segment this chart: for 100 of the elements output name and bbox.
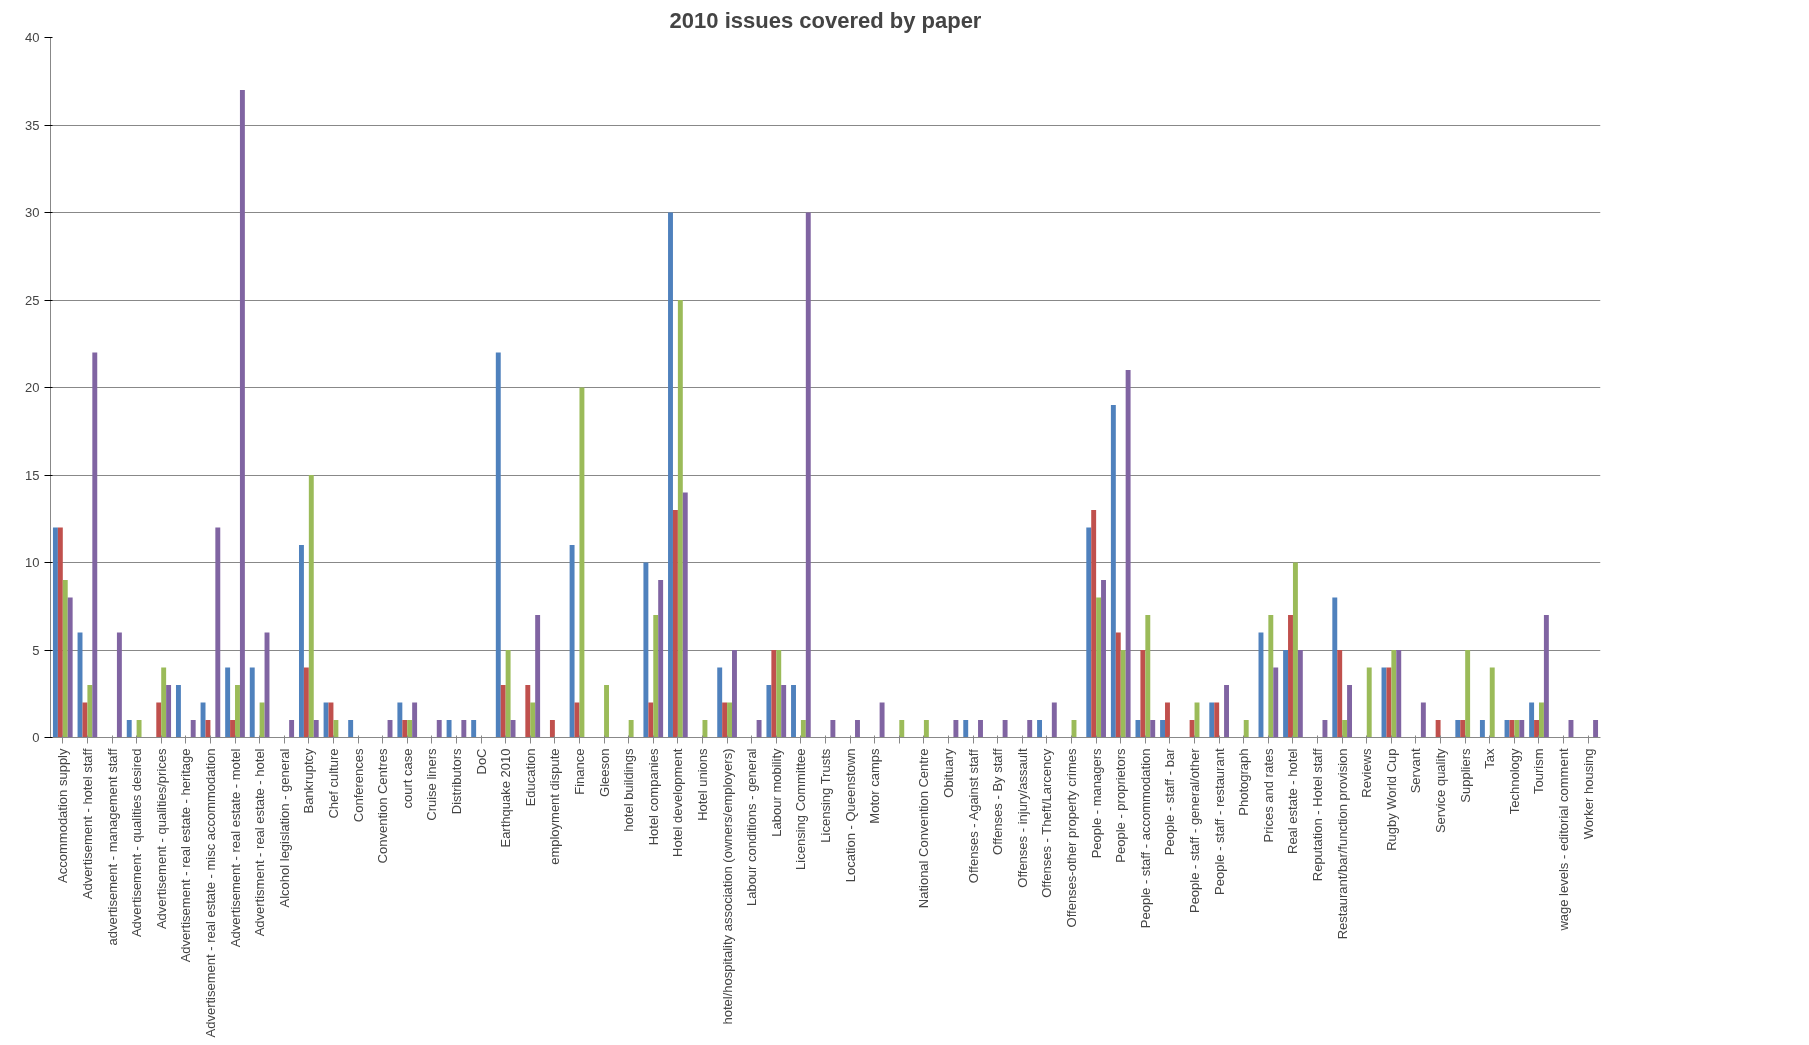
bar (1347, 685, 1353, 738)
x-tick-label: court case (399, 748, 415, 809)
x-tick-label: hotel buildings (621, 748, 637, 832)
bar (1002, 720, 1008, 738)
bar (776, 650, 782, 738)
x-tick-label: wage levels - editorial comment (1556, 748, 1572, 932)
x-tick-label: Offenses - injury/assault (1014, 748, 1030, 888)
x-tick-label: Finance (571, 748, 587, 795)
bar (1593, 720, 1599, 738)
x-tick-label: Offenses - Theft/Larcency (1039, 748, 1055, 898)
bar (569, 545, 575, 738)
x-tick-label: People - staff - general/other (1187, 747, 1203, 914)
x-tick-label: Rugby World Cup (1383, 748, 1399, 851)
x-tick-label: Technology (1506, 748, 1522, 815)
bar (500, 685, 506, 738)
bar (549, 720, 555, 738)
bar (1465, 650, 1471, 738)
bar (471, 720, 477, 738)
bar (67, 597, 73, 738)
x-tick-label: Education (522, 748, 538, 807)
x-tick-label: Reputation - Hotel staff (1310, 748, 1326, 882)
bar (1120, 650, 1126, 738)
x-tick-label: Hotel companies (645, 748, 661, 846)
x-tick-label: People - staff - accommodation (1137, 748, 1153, 929)
bar (461, 720, 467, 738)
x-tick-label: Tax (1482, 748, 1498, 769)
x-tick-label: Tourism (1531, 748, 1547, 795)
bar (348, 720, 354, 738)
x-tick-label: Gleeson (596, 748, 612, 797)
x-tick-label: Earthquake 2010 (498, 748, 514, 848)
bar (175, 685, 181, 738)
bar (1051, 702, 1057, 738)
x-tick-label: Offenses-other property crimes (1064, 748, 1080, 928)
bar (805, 212, 811, 738)
bar (899, 720, 905, 738)
x-tick-label: Bankruptcy (301, 748, 317, 814)
bar (978, 720, 983, 738)
bar (1101, 580, 1106, 738)
y-tick-label: 0 (32, 730, 40, 745)
bar (161, 667, 167, 738)
bar (879, 702, 885, 738)
bar (648, 702, 654, 738)
x-tick-label: People - proprietors (1113, 748, 1129, 863)
x-tick-label: Motor camps (867, 748, 883, 824)
bar (303, 667, 309, 738)
y-tick-label: 15 (25, 467, 40, 483)
x-tick-label: hotel/hospitality association (owners/employers) (719, 748, 735, 1025)
bar (436, 720, 442, 738)
x-tick-label: Advertisement - hotel staff (79, 748, 95, 900)
x-tick-label: Worker housing (1580, 748, 1596, 840)
x-tick-label: Labour conditions - general (744, 748, 760, 907)
bar (313, 720, 319, 738)
bar (230, 720, 236, 738)
x-tick-label: Distributors (448, 748, 464, 815)
bar (259, 702, 265, 738)
bar (732, 650, 737, 738)
bar (658, 580, 664, 738)
x-tick-label: Location - Queenstown (842, 748, 858, 883)
bar (1391, 650, 1397, 738)
bar (1297, 650, 1303, 738)
bar (1538, 702, 1544, 738)
bar (1509, 720, 1515, 738)
bar (1243, 720, 1249, 738)
chart-title: 2010 issues covered by paper (669, 7, 982, 33)
bar (1366, 667, 1372, 738)
y-tick-label: 35 (25, 117, 40, 133)
bar (136, 720, 142, 738)
bar (116, 632, 122, 738)
bar (1115, 632, 1121, 738)
x-tick-label: Offenses - Against staff (965, 748, 981, 884)
bar (156, 702, 162, 738)
bar (1140, 650, 1146, 738)
bar (1145, 615, 1151, 738)
bar (604, 685, 609, 738)
x-tick-label: Advertisement - qualities desired (129, 748, 145, 938)
x-tick-label: Advertisement - qualities/prices (153, 748, 169, 930)
bar (1489, 667, 1495, 738)
bar (1479, 720, 1485, 738)
bar (855, 720, 860, 738)
bar (771, 650, 777, 738)
bar (1288, 615, 1293, 738)
bar (525, 685, 531, 738)
bar (1322, 720, 1328, 738)
x-tick-label: Hotel development (670, 748, 686, 857)
bar (235, 685, 240, 738)
bar (200, 702, 206, 738)
bar (446, 720, 452, 738)
x-tick-label: Convention Centres (375, 748, 391, 864)
x-tick-label: Advertisement - real estate - motel (227, 748, 243, 948)
x-tick-label: Alcohol legislation - general (276, 748, 292, 908)
bar (1529, 702, 1535, 738)
x-tick-label: Prices and rates (1260, 748, 1276, 843)
bar (239, 90, 245, 738)
x-tick-label: People - staff - bar (1162, 747, 1178, 856)
bar (323, 702, 329, 738)
bar (800, 720, 806, 738)
x-tick-label: Cruise liners (424, 748, 440, 821)
bar (92, 352, 98, 738)
bar (1027, 720, 1033, 738)
bar (1460, 720, 1466, 738)
